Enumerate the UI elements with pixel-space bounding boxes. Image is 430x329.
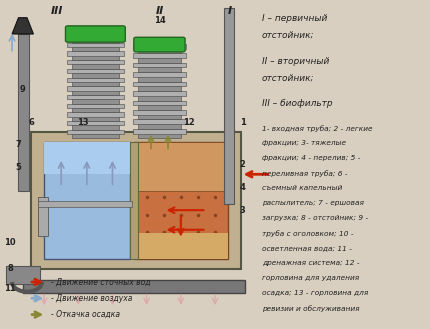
- Bar: [67, 60, 124, 64]
- Bar: [133, 72, 186, 77]
- Text: 12: 12: [184, 117, 195, 127]
- Text: фракции; 4 - перелив; 5 -: фракции; 4 - перелив; 5 -: [262, 155, 360, 161]
- Text: - Откачка осадка: - Откачка осадка: [50, 310, 120, 319]
- Text: - Движение воздуха: - Движение воздуха: [50, 294, 132, 303]
- FancyBboxPatch shape: [65, 26, 125, 42]
- Text: 3: 3: [240, 206, 246, 215]
- Text: отстойник;: отстойник;: [262, 73, 314, 82]
- FancyBboxPatch shape: [134, 37, 185, 52]
- Bar: [72, 81, 119, 86]
- Bar: [72, 55, 119, 60]
- Text: дренажная система; 12 -: дренажная система; 12 -: [262, 261, 359, 266]
- Bar: [133, 91, 186, 96]
- Bar: [224, 8, 234, 204]
- Bar: [38, 201, 132, 207]
- Text: ревизии и обслуживания: ревизии и обслуживания: [262, 305, 359, 312]
- Text: съемный капельный: съемный капельный: [262, 185, 342, 191]
- Text: загрузка; 8 - отстойник; 9 -: загрузка; 8 - отстойник; 9 -: [262, 215, 368, 221]
- Bar: [72, 38, 119, 43]
- Bar: [72, 116, 119, 121]
- Text: 14: 14: [154, 16, 166, 25]
- Bar: [18, 34, 29, 190]
- Text: 10: 10: [4, 238, 16, 247]
- Text: I – первичный: I – первичный: [262, 14, 327, 23]
- Bar: [72, 108, 119, 112]
- Bar: [133, 44, 186, 49]
- Text: 11: 11: [4, 284, 16, 293]
- Bar: [72, 73, 119, 78]
- Text: 1: 1: [240, 117, 246, 127]
- Bar: [138, 114, 181, 119]
- Bar: [134, 233, 228, 259]
- Text: III – биофильтр: III – биофильтр: [262, 99, 333, 108]
- Bar: [67, 78, 124, 82]
- Bar: [138, 76, 181, 82]
- Bar: [134, 142, 228, 190]
- Text: 1- входная труба; 2 - легкие: 1- входная труба; 2 - легкие: [262, 125, 372, 132]
- Bar: [38, 197, 49, 236]
- Bar: [129, 142, 138, 259]
- Text: 9: 9: [20, 85, 26, 94]
- Bar: [138, 95, 181, 101]
- Text: горловина для удаления: горловина для удаления: [262, 275, 359, 281]
- Bar: [67, 69, 124, 73]
- Text: осветленная вода; 11 -: осветленная вода; 11 -: [262, 245, 352, 251]
- Bar: [133, 63, 186, 67]
- Text: III: III: [51, 6, 63, 16]
- Bar: [72, 134, 119, 139]
- Bar: [72, 64, 119, 69]
- Text: 5: 5: [15, 163, 22, 172]
- Bar: [31, 132, 241, 269]
- Bar: [67, 112, 124, 117]
- Bar: [138, 133, 181, 139]
- Bar: [67, 34, 124, 38]
- Bar: [72, 99, 119, 104]
- Bar: [133, 119, 186, 124]
- Text: переливная труба; 6 -: переливная труба; 6 -: [262, 170, 347, 177]
- Text: II: II: [155, 6, 163, 16]
- Text: 6: 6: [28, 117, 34, 127]
- Bar: [72, 47, 119, 51]
- Text: осадка; 13 - горловина для: осадка; 13 - горловина для: [262, 291, 369, 296]
- Bar: [133, 110, 186, 115]
- Text: распылитель; 7 - ершовая: распылитель; 7 - ершовая: [262, 200, 364, 206]
- Text: 7: 7: [15, 140, 22, 149]
- Text: фракции; 3- тяжелые: фракции; 3- тяжелые: [262, 140, 346, 146]
- Bar: [23, 280, 245, 293]
- Text: 13: 13: [77, 117, 89, 127]
- Bar: [138, 48, 181, 53]
- Bar: [133, 82, 186, 87]
- Bar: [138, 67, 181, 72]
- Bar: [138, 105, 181, 110]
- Bar: [138, 86, 181, 91]
- Bar: [133, 129, 186, 134]
- Text: I: I: [228, 6, 232, 16]
- Text: отстойник;: отстойник;: [262, 31, 314, 40]
- Bar: [67, 43, 124, 47]
- Bar: [67, 95, 124, 99]
- Bar: [44, 142, 129, 174]
- Text: труба с оголовком; 10 -: труба с оголовком; 10 -: [262, 230, 353, 237]
- Bar: [67, 130, 124, 134]
- Bar: [6, 266, 40, 284]
- Bar: [44, 142, 129, 259]
- Text: 8: 8: [7, 265, 13, 273]
- Bar: [67, 86, 124, 90]
- Bar: [67, 51, 124, 56]
- Bar: [134, 142, 228, 259]
- Text: 4: 4: [240, 183, 246, 192]
- Bar: [133, 101, 186, 105]
- Text: 2: 2: [240, 160, 246, 169]
- Bar: [72, 125, 119, 130]
- Text: - Движение сточных вод: - Движение сточных вод: [50, 277, 150, 287]
- Polygon shape: [12, 18, 34, 34]
- Text: II – вторичный: II – вторичный: [262, 57, 329, 66]
- Bar: [138, 58, 181, 63]
- Bar: [67, 121, 124, 125]
- Bar: [138, 124, 181, 129]
- Bar: [72, 90, 119, 95]
- Bar: [67, 104, 124, 108]
- Bar: [133, 53, 186, 58]
